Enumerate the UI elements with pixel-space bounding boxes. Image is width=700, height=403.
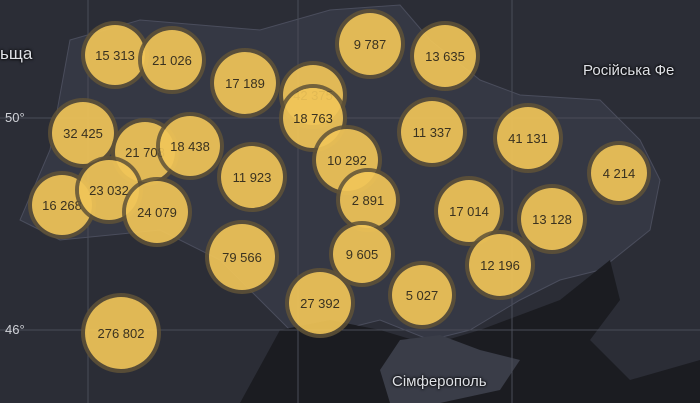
latitude-label-46: 46° — [5, 322, 25, 337]
cluster-bubble[interactable]: 2 891 — [340, 172, 396, 228]
cluster-bubble[interactable]: 4 214 — [591, 145, 647, 201]
cluster-bubble[interactable]: 15 313 — [85, 25, 145, 85]
crimea — [380, 335, 520, 403]
cluster-bubble[interactable]: 24 079 — [126, 181, 188, 243]
country-label-poland: ьща — [0, 44, 33, 63]
city-label-simferopol: Сімферополь — [392, 373, 487, 390]
cluster-bubble[interactable]: 41 131 — [497, 107, 559, 169]
cluster-bubble[interactable]: 9 605 — [333, 225, 391, 283]
cluster-bubble[interactable]: 13 128 — [521, 188, 583, 250]
cluster-bubble[interactable]: 18 438 — [160, 116, 220, 176]
latitude-label-50: 50° — [5, 110, 25, 125]
cluster-bubble[interactable]: 21 026 — [142, 30, 202, 90]
cluster-bubble[interactable]: 79 566 — [209, 224, 275, 290]
cluster-bubble[interactable]: 9 787 — [339, 13, 401, 75]
country-label-russia: Російська Фе — [583, 62, 675, 79]
cluster-bubble[interactable]: 11 337 — [401, 101, 463, 163]
cluster-bubble[interactable]: 32 425 — [52, 102, 114, 164]
cluster-bubble[interactable]: 13 635 — [414, 25, 476, 87]
cluster-bubble[interactable]: 5 027 — [392, 265, 452, 325]
cluster-bubble[interactable]: 17 189 — [214, 52, 276, 114]
cluster-bubble[interactable]: 276 802 — [85, 297, 157, 369]
cluster-bubble[interactable]: 27 392 — [289, 272, 351, 334]
cluster-bubble[interactable]: 17 014 — [438, 180, 500, 242]
black-sea — [240, 260, 700, 403]
cluster-bubble[interactable]: 11 923 — [221, 146, 283, 208]
cluster-bubble[interactable]: 12 196 — [469, 234, 531, 296]
